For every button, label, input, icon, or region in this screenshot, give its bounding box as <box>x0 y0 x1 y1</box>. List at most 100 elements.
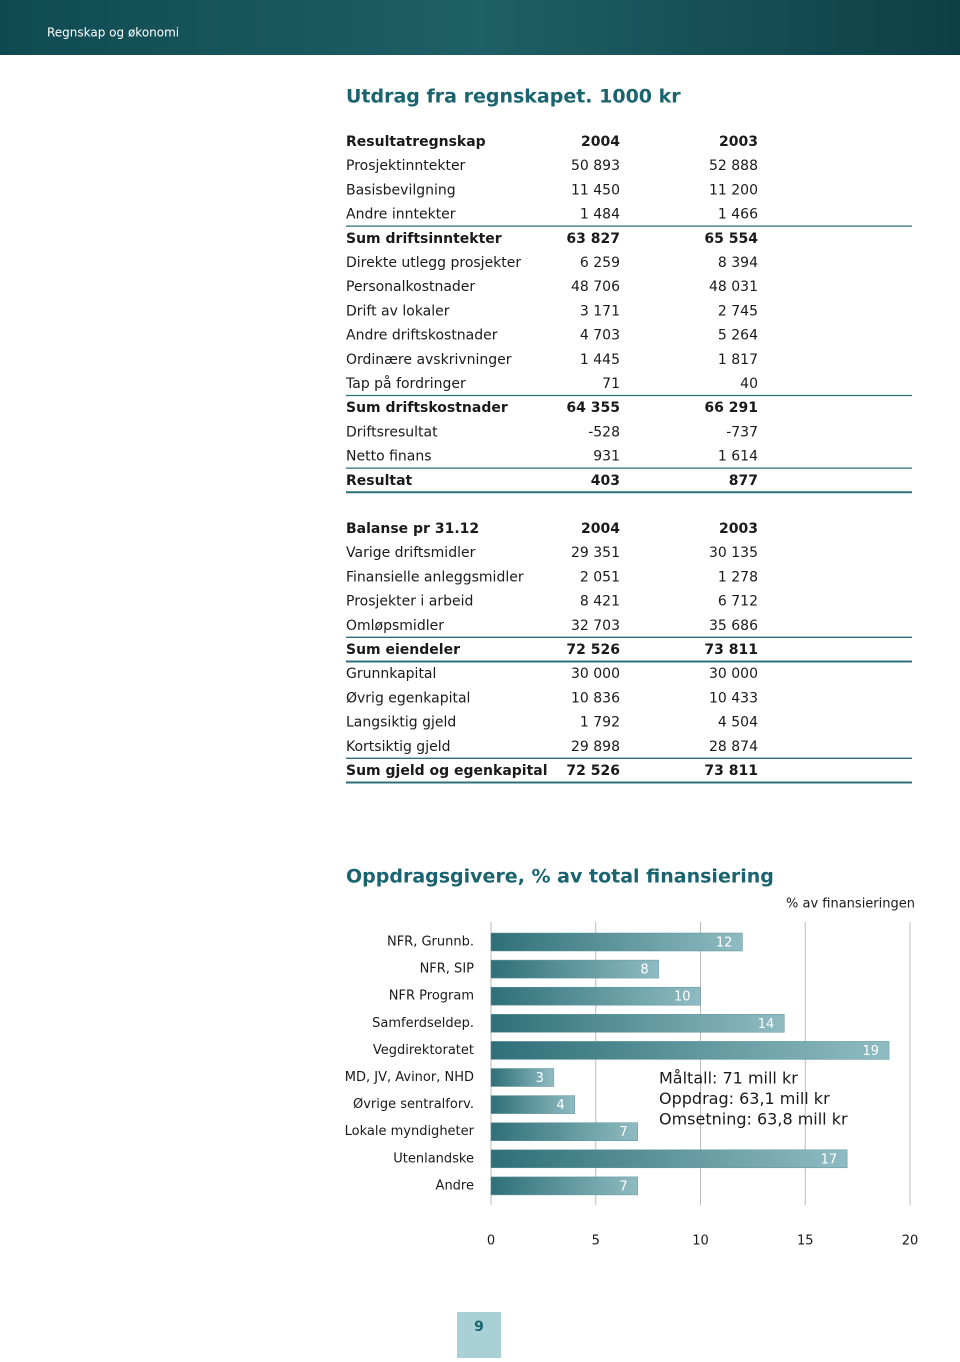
bar <box>490 1149 848 1169</box>
bar <box>490 1014 785 1033</box>
x-tick-label: 0 <box>487 1234 495 1249</box>
table-cell: 40 <box>740 376 758 392</box>
bar <box>490 1176 638 1196</box>
table-cell: -737 <box>726 424 758 440</box>
table-cell: 65 554 <box>704 231 758 247</box>
annotation: Måltall: 71 mill kr <box>659 1069 798 1088</box>
table-cell: Kortsiktig gjeld <box>346 739 450 755</box>
table-cell: 10 433 <box>709 690 758 706</box>
table-cell: 64 355 <box>566 400 620 416</box>
table-cell: 32 703 <box>571 618 620 634</box>
table-cell: 35 686 <box>709 618 758 634</box>
table-cell: Grunnkapital <box>346 666 436 682</box>
table-cell: 877 <box>729 473 758 489</box>
category-label: Samferdseldep. <box>372 1016 474 1031</box>
bar-value-label: 17 <box>821 1152 838 1167</box>
table-cell: Netto finans <box>346 449 432 465</box>
category-label: NFR Program <box>389 989 474 1004</box>
table-header: 2004 <box>581 134 620 150</box>
table-cell: 48 706 <box>571 279 620 295</box>
table-cell: Finansielle anleggsmidler <box>346 569 524 585</box>
bar <box>490 959 659 979</box>
table-cell: 8 421 <box>580 594 620 610</box>
table-cell: Andre inntekter <box>346 207 456 223</box>
table-cell: 1 445 <box>580 352 620 368</box>
table-cell: Tap på fordringer <box>345 375 466 392</box>
table-cell: -528 <box>588 424 620 440</box>
table-cell: 4 504 <box>718 715 758 731</box>
annotation: Oppdrag: 63,1 mill kr <box>659 1089 830 1108</box>
table-cell: Prosjektinntekter <box>346 158 466 174</box>
table-cell: 1 817 <box>718 352 758 368</box>
table-cell: 403 <box>591 473 620 489</box>
table-cell: 2 745 <box>718 303 758 319</box>
table-cell: 1 278 <box>718 569 758 585</box>
table-cell: 52 888 <box>709 158 758 174</box>
table-header: Resultatregnskap <box>346 134 486 150</box>
bar-value-label: 7 <box>619 1125 627 1140</box>
table-cell: 71 <box>602 376 620 392</box>
chart-title: Oppdragsgivere, % av total finansiering <box>346 866 774 888</box>
table-cell: Langsiktig gjeld <box>346 715 456 731</box>
table-cell: 5 264 <box>718 328 758 344</box>
table-cell: Sum driftskostnader <box>346 400 508 416</box>
x-tick-label: 15 <box>797 1234 814 1249</box>
category-label: Utenlandske <box>393 1151 474 1166</box>
table-cell: 1 466 <box>718 207 758 223</box>
table-cell: Sum driftsinntekter <box>346 231 502 247</box>
table-cell: Resultat <box>346 473 413 489</box>
table-cell: 72 526 <box>566 763 620 779</box>
category-label: NFR, SIP <box>420 962 475 977</box>
table-cell: 72 526 <box>566 642 620 658</box>
page-number-box <box>457 1312 501 1358</box>
bar-value-label: 12 <box>716 936 733 951</box>
bar-value-label: 4 <box>557 1098 565 1113</box>
table-header: 2004 <box>581 521 620 537</box>
header-bar <box>0 0 960 55</box>
table-cell: 66 291 <box>704 400 758 416</box>
table-cell: 73 811 <box>704 763 758 779</box>
table-cell: 11 200 <box>709 182 758 198</box>
table-header: 2003 <box>719 521 758 537</box>
page-number: 9 <box>474 1319 484 1335</box>
table-cell: 73 811 <box>704 642 758 658</box>
category-label: NFR, Grunnb. <box>387 935 474 950</box>
table-cell: 48 031 <box>709 279 758 295</box>
table-cell: Personalkostnader <box>346 279 475 295</box>
bar-value-label: 14 <box>758 1017 775 1032</box>
bar <box>490 986 701 1006</box>
table-cell: Andre driftskostnader <box>346 328 498 344</box>
section-name: Regnskap og økonomi <box>47 26 179 40</box>
category-label: Lokale myndigheter <box>345 1124 475 1139</box>
bar <box>490 1041 890 1060</box>
table-cell: 3 171 <box>580 303 620 319</box>
table-cell: 1 792 <box>580 715 620 731</box>
table-cell: 63 827 <box>566 231 620 247</box>
table-cell: 6 712 <box>718 594 758 610</box>
table-cell: 4 703 <box>580 328 620 344</box>
table-cell: 30 000 <box>571 666 620 682</box>
table-header: Balanse pr 31.12 <box>346 521 479 537</box>
bar <box>490 1122 638 1141</box>
table-cell: 30 000 <box>709 666 758 682</box>
bar-value-label: 10 <box>674 990 691 1005</box>
category-label: Andre <box>436 1178 474 1193</box>
table-cell: Prosjekter i arbeid <box>346 594 473 610</box>
table-cell: 29 898 <box>571 739 620 755</box>
table-cell: Sum eiendeler <box>346 642 460 658</box>
table-cell: Øvrig egenkapital <box>346 690 470 706</box>
table-cell: 30 135 <box>709 545 758 561</box>
category-label: Øvrige sentralforv. <box>353 1097 474 1112</box>
table-cell: Omløpsmidler <box>346 618 444 634</box>
bar-value-label: 3 <box>536 1071 544 1086</box>
x-tick-label: 10 <box>692 1234 709 1249</box>
table-cell: 11 450 <box>571 182 620 198</box>
table-cell: Ordinære avskrivninger <box>346 352 512 368</box>
table-cell: 29 351 <box>571 545 620 561</box>
bar-value-label: 8 <box>640 963 648 978</box>
category-label: Vegdirektoratet <box>373 1043 474 1058</box>
table-cell: 10 836 <box>571 690 620 706</box>
bar <box>490 932 743 952</box>
table-cell: 2 051 <box>580 569 620 585</box>
